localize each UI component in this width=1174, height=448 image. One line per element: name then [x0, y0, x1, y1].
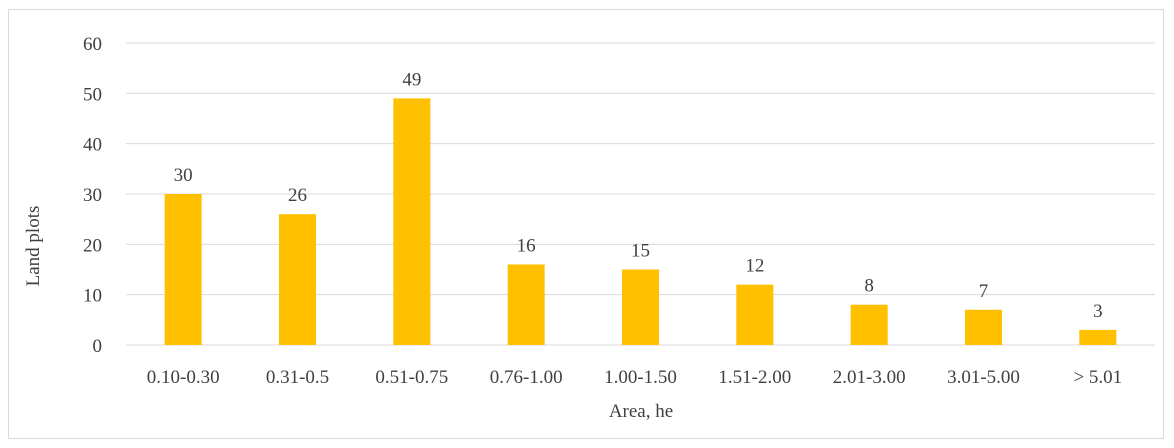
data-label: 49 — [402, 69, 421, 90]
x-category-label: 1.51-2.00 — [718, 367, 791, 388]
bar — [507, 264, 545, 345]
bar — [965, 309, 1002, 345]
bar — [393, 98, 431, 345]
x-category-label: > 5.01 — [1073, 367, 1122, 388]
y-tick-label: 20 — [83, 235, 102, 256]
bar — [850, 304, 888, 345]
x-category-label: 0.10-0.30 — [147, 367, 220, 388]
data-labels: 30 26 49 16 15 12 8 7 3 — [174, 69, 1103, 322]
bar — [164, 194, 202, 345]
data-label: 7 — [979, 281, 989, 302]
bar — [1079, 329, 1117, 345]
x-category-label: 3.01-5.00 — [947, 367, 1020, 388]
x-category-label: 0.76-1.00 — [490, 367, 563, 388]
x-axis-title: Area, he — [609, 401, 673, 422]
y-tick-label: 0 — [93, 336, 103, 357]
data-label: 8 — [864, 276, 874, 297]
x-axis-categories: 0.10-0.30 0.31-0.5 0.51-0.75 0.76-1.00 1.00-… — [147, 367, 1122, 388]
y-tick-label: 10 — [83, 286, 102, 307]
x-category-label: 2.01-3.00 — [833, 367, 906, 388]
y-axis-title: Land plots — [23, 206, 44, 287]
data-label: 3 — [1093, 301, 1103, 322]
y-tick-label: 50 — [83, 84, 102, 105]
y-tick-label: 60 — [83, 34, 102, 55]
data-label: 12 — [745, 256, 764, 277]
data-label: 30 — [174, 165, 193, 186]
y-tick-label: 30 — [83, 185, 102, 206]
x-category-label: 0.31-0.5 — [266, 367, 329, 388]
bar — [279, 214, 316, 345]
bar — [622, 269, 659, 345]
x-category-label: 0.51-0.75 — [375, 367, 448, 388]
bars — [164, 98, 1117, 345]
y-axis-ticks: 0 10 20 30 40 50 60 — [83, 34, 102, 357]
bar — [736, 284, 774, 345]
data-label: 15 — [631, 241, 650, 262]
x-category-label: 1.00-1.50 — [604, 367, 677, 388]
data-label: 16 — [517, 235, 536, 256]
data-label: 26 — [288, 185, 307, 206]
y-tick-label: 40 — [83, 135, 102, 156]
